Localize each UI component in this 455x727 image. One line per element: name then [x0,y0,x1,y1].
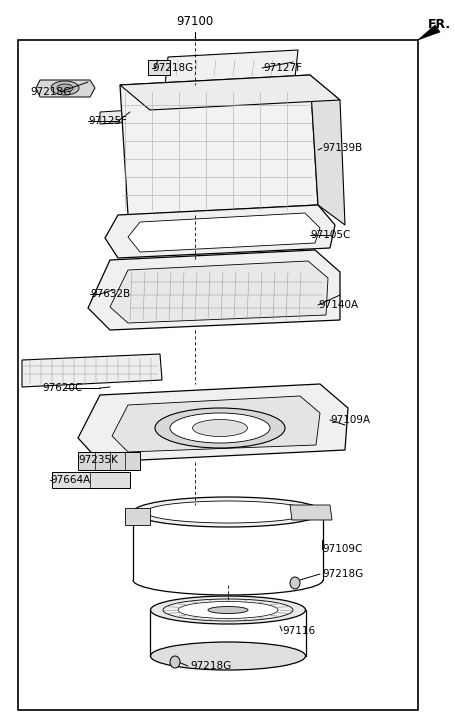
Text: 97218G: 97218G [152,63,193,73]
Ellipse shape [155,408,284,448]
Polygon shape [112,396,319,452]
Text: 97139B: 97139B [321,143,361,153]
Text: 97140A: 97140A [317,300,357,310]
Polygon shape [125,508,150,525]
Text: 97218G: 97218G [321,569,363,579]
Text: FR.: FR. [427,18,450,31]
Polygon shape [289,505,331,520]
Text: 97218G: 97218G [30,87,71,97]
Polygon shape [165,50,298,85]
Polygon shape [417,25,439,40]
Polygon shape [128,213,319,252]
Ellipse shape [57,84,73,92]
Ellipse shape [177,601,278,619]
Ellipse shape [170,413,269,443]
Ellipse shape [289,577,299,589]
Text: 97620C: 97620C [42,383,82,393]
Ellipse shape [207,606,248,614]
Text: 97218G: 97218G [190,661,231,671]
Text: 97127F: 97127F [263,63,301,73]
Polygon shape [110,261,327,323]
Polygon shape [78,384,347,462]
Ellipse shape [145,501,310,523]
Text: 97109A: 97109A [329,415,369,425]
Polygon shape [52,472,130,488]
Text: 97100: 97100 [176,15,213,28]
Ellipse shape [133,497,322,527]
Text: 97105C: 97105C [309,230,349,240]
Ellipse shape [51,81,79,95]
Text: 97125F: 97125F [88,116,127,126]
Polygon shape [36,80,95,97]
Text: 97109C: 97109C [321,544,362,554]
Ellipse shape [150,642,305,670]
Polygon shape [78,452,140,470]
Polygon shape [120,75,339,110]
Text: 97632B: 97632B [90,289,130,299]
Bar [18,40,417,710]
Polygon shape [22,354,162,387]
Polygon shape [120,75,317,215]
Polygon shape [105,205,334,258]
Polygon shape [148,60,170,75]
Text: 97116: 97116 [281,626,314,636]
Ellipse shape [170,656,180,668]
Ellipse shape [162,599,293,621]
Polygon shape [88,250,339,330]
Text: 97664A: 97664A [50,475,90,485]
Polygon shape [100,108,167,124]
Text: 97235K: 97235K [78,455,117,465]
Ellipse shape [192,419,247,436]
Polygon shape [309,75,344,225]
Ellipse shape [150,596,305,624]
